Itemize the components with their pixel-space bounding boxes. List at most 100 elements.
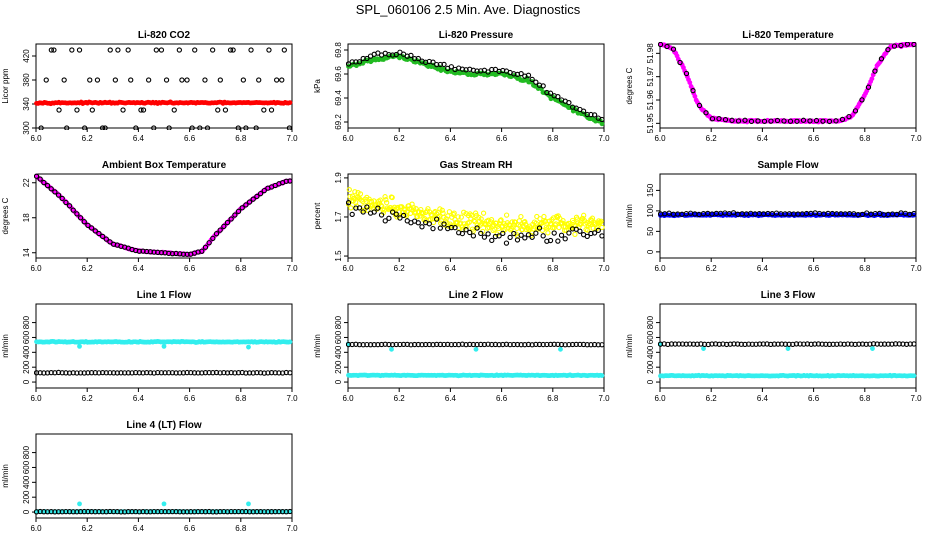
data-point	[254, 193, 260, 200]
data-point	[161, 501, 167, 507]
data-point	[59, 195, 65, 202]
y-tick-label: 400	[334, 345, 343, 359]
x-tick-label: 6.0	[342, 394, 354, 403]
data-point	[658, 42, 664, 48]
data-point	[572, 231, 578, 238]
data-point	[107, 239, 113, 245]
data-point	[485, 69, 491, 75]
data-point	[911, 373, 917, 379]
data-point	[794, 118, 800, 124]
x-tick-label: 6.8	[235, 264, 247, 273]
chart-title: Ambient Box Temperature	[102, 160, 227, 171]
data-point	[222, 107, 229, 113]
x-tick-label: 6.0	[654, 394, 666, 403]
data-point	[833, 118, 839, 124]
data-point	[107, 47, 113, 53]
data-point	[235, 208, 242, 214]
data-point	[670, 46, 677, 52]
x-tick-label: 7.0	[286, 524, 298, 533]
data-point	[774, 117, 781, 124]
data-point	[566, 99, 572, 106]
data-point	[383, 197, 389, 203]
x-tick-label: 6.8	[235, 524, 247, 533]
data-point	[865, 84, 872, 90]
data-point	[41, 179, 47, 186]
series-1	[346, 49, 605, 123]
data-point	[581, 212, 587, 218]
data-point	[209, 47, 216, 53]
data-point	[911, 210, 917, 217]
data-point	[426, 221, 432, 227]
data-point	[683, 70, 690, 77]
series-1	[346, 341, 605, 348]
data-point	[781, 118, 787, 124]
data-point	[273, 77, 280, 83]
data-point	[696, 102, 703, 109]
data-point	[563, 227, 569, 233]
data-point	[452, 224, 458, 231]
data-point	[599, 233, 605, 239]
y-tick-label: 50	[646, 226, 655, 235]
x-tick-label: 6.4	[133, 524, 145, 533]
x-tick-label: 6.8	[859, 134, 871, 143]
data-point	[904, 42, 911, 47]
x-tick-label: 6.2	[706, 134, 718, 143]
x-tick-label: 6.4	[757, 394, 769, 403]
y-tick-label: 0	[646, 249, 655, 254]
data-point	[473, 346, 479, 352]
data-point	[371, 209, 377, 215]
data-point	[74, 211, 80, 217]
x-tick-label: 7.0	[286, 394, 298, 403]
data-point	[88, 225, 95, 231]
x-tick-label: 7.0	[598, 394, 610, 403]
data-point	[415, 220, 421, 226]
data-point	[536, 225, 543, 231]
data-point	[735, 118, 742, 124]
data-point	[382, 194, 388, 200]
data-point	[434, 216, 440, 222]
data-point	[820, 118, 826, 124]
data-point	[424, 208, 430, 214]
data-point	[547, 237, 554, 244]
series-1	[658, 210, 917, 218]
data-point	[598, 218, 604, 224]
x-tick-label: 6.2	[394, 264, 406, 273]
data-point	[885, 46, 891, 53]
data-point	[787, 118, 794, 124]
data-point	[179, 77, 185, 83]
data-point	[346, 200, 352, 206]
data-point	[785, 346, 791, 352]
data-point	[356, 59, 363, 65]
data-point	[217, 77, 223, 83]
x-tick-label: 6.2	[706, 394, 718, 403]
data-point	[599, 224, 605, 231]
y-tick-label: 600	[22, 330, 31, 344]
data-point	[281, 47, 287, 53]
data-point	[348, 205, 354, 211]
data-point	[353, 199, 359, 206]
data-point	[227, 47, 234, 53]
data-point	[599, 121, 605, 127]
data-point	[266, 47, 272, 53]
data-point	[158, 47, 165, 53]
data-point	[852, 108, 859, 114]
data-point	[742, 117, 748, 123]
data-point	[287, 339, 293, 345]
x-tick-label: 6.4	[133, 264, 145, 273]
data-point	[472, 218, 478, 225]
data-point	[389, 194, 395, 201]
y-axis-label: ml/min	[1, 334, 10, 358]
data-point	[239, 205, 245, 211]
x-tick-label: 6.6	[808, 134, 820, 143]
data-point	[378, 212, 385, 218]
x-tick-label: 6.6	[184, 524, 196, 533]
data-point	[566, 230, 572, 236]
data-point	[235, 125, 241, 130]
data-point	[389, 346, 394, 352]
data-point	[474, 225, 480, 231]
y-tick-label: 51.98	[646, 43, 655, 64]
data-point	[230, 47, 236, 53]
y-axis-label: ml/min	[625, 204, 634, 228]
x-tick-label: 6.4	[133, 394, 145, 403]
data-point	[34, 173, 40, 179]
